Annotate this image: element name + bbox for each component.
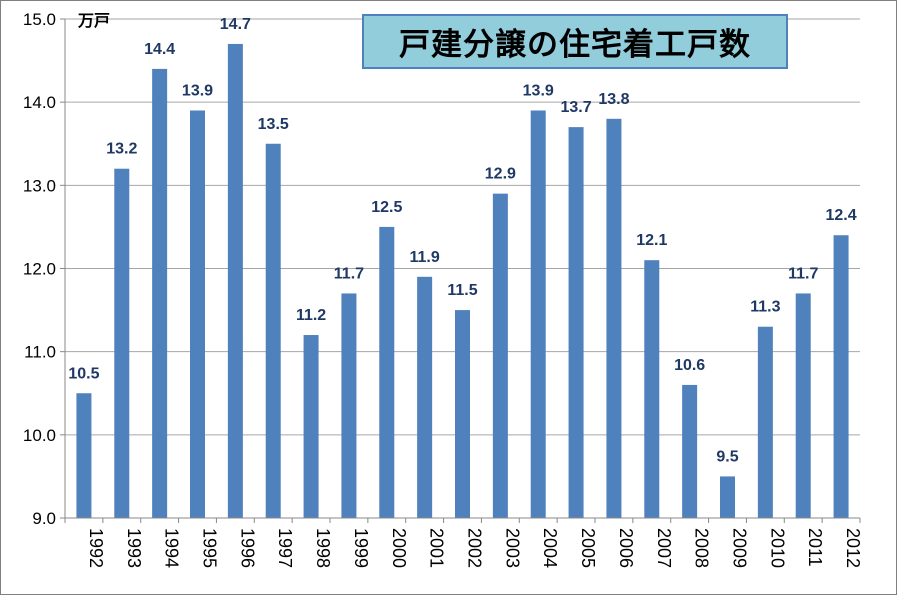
data-label-2010: 11.3 xyxy=(750,299,780,316)
x-tick-label: 1996 xyxy=(237,528,257,568)
bar-2009 xyxy=(720,476,735,518)
bar-2006 xyxy=(606,118,622,519)
x-tick-label: 2005 xyxy=(578,528,598,568)
x-tick-label: 1998 xyxy=(313,528,333,568)
bar-2007 xyxy=(644,260,660,518)
data-label-1997: 13.5 xyxy=(258,116,289,133)
data-label-1999: 11.7 xyxy=(334,265,364,282)
chart-title: 戸建分譲の住宅着工戸数 xyxy=(362,14,788,69)
x-tick-label: 2000 xyxy=(389,528,409,568)
unit-label: 万戸 xyxy=(77,11,110,30)
x-tick-label: 2003 xyxy=(502,528,522,568)
x-axis-ticks: 1992 1993 1994 1995 1996 1997 1998 1999 2000 2001… xyxy=(64,518,863,568)
x-tick-label: 2001 xyxy=(427,528,447,568)
data-labels: 10.5 13.2 14.4 13.9 14.7 13.5 11.2 11.7 12.5 11.9… xyxy=(68,16,856,465)
data-label-2006: 13.8 xyxy=(598,91,629,108)
data-label-2011: 11.7 xyxy=(788,265,818,282)
data-label-2007: 12.1 xyxy=(636,232,667,249)
x-tick-label: 1992 xyxy=(86,528,106,568)
y-tick-label: 15.0 xyxy=(23,10,56,29)
data-label-2012: 12.4 xyxy=(826,207,857,224)
x-tick-label: 2010 xyxy=(767,528,787,568)
x-tick-label: 2012 xyxy=(843,528,863,568)
y-tick-label: 13.0 xyxy=(23,176,56,195)
data-label-2005: 13.7 xyxy=(561,99,592,116)
bar-1995 xyxy=(190,110,205,518)
data-label-1995: 13.9 xyxy=(182,82,213,99)
x-tick-label: 2008 xyxy=(692,528,712,568)
data-label-1998: 11.2 xyxy=(296,307,326,324)
data-label-1996: 14.7 xyxy=(220,16,251,33)
bar-2004 xyxy=(530,110,546,518)
x-tick-label: 1994 xyxy=(162,528,182,568)
x-tick-label: 2007 xyxy=(654,528,674,568)
x-tick-label: 1993 xyxy=(124,528,144,568)
data-label-2008: 10.6 xyxy=(674,357,705,374)
bar-2011 xyxy=(795,293,811,518)
bar-2001 xyxy=(417,276,433,518)
x-tick-label: 1997 xyxy=(275,528,295,568)
bar-2002 xyxy=(455,310,470,518)
data-label-2001: 11.9 xyxy=(410,249,440,266)
data-label-2004: 13.9 xyxy=(523,82,554,99)
y-tick-label: 10.0 xyxy=(23,426,56,445)
x-tick-label: 1995 xyxy=(200,528,220,568)
bar-2005 xyxy=(568,127,584,518)
data-label-2002: 11.5 xyxy=(447,282,477,299)
bar-2012 xyxy=(833,235,849,518)
x-tick-label: 1999 xyxy=(351,528,371,568)
x-tick-label: 2011 xyxy=(805,528,825,567)
y-tick-label: 9.0 xyxy=(32,509,56,528)
bar-1998 xyxy=(303,335,319,518)
bar-1992 xyxy=(76,393,92,518)
bar-1996 xyxy=(227,43,243,518)
data-label-2000: 12.5 xyxy=(371,199,402,216)
bar-2000 xyxy=(379,226,395,518)
data-label-2009: 9.5 xyxy=(716,448,738,465)
bar-1993 xyxy=(114,168,130,518)
y-axis-ticks: 9.0 10.0 11.0 12.0 13.0 14.0 15.0 xyxy=(23,10,65,528)
bar-1999 xyxy=(341,293,357,518)
bar-2010 xyxy=(757,326,773,518)
data-label-2003: 12.9 xyxy=(485,166,516,183)
x-tick-label: 2004 xyxy=(540,528,560,568)
y-tick-label: 12.0 xyxy=(23,260,56,279)
bar-2003 xyxy=(492,193,508,518)
data-label-1994: 14.4 xyxy=(144,41,175,58)
bar-2008 xyxy=(682,384,698,518)
x-tick-label: 2009 xyxy=(730,528,750,568)
x-tick-label: 2002 xyxy=(465,528,485,568)
data-label-1992: 10.5 xyxy=(68,365,99,382)
y-tick-label: 11.0 xyxy=(24,343,56,362)
y-tick-label: 14.0 xyxy=(23,93,56,112)
data-label-1993: 13.2 xyxy=(106,141,137,158)
x-tick-label: 2006 xyxy=(616,528,636,568)
bar-1997 xyxy=(265,143,281,518)
bars xyxy=(76,43,849,519)
bar-1994 xyxy=(152,68,168,519)
